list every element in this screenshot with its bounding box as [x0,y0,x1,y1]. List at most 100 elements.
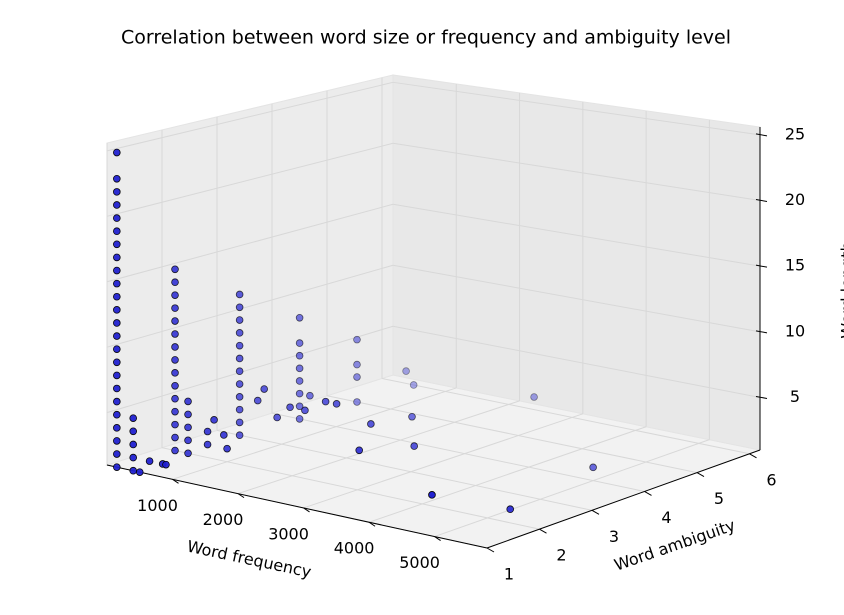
grid-line [106,203,394,283]
data-point [321,397,330,406]
z-tick [755,330,768,334]
x-tick-label: 4000 [334,539,375,558]
x-tick-label: 1000 [137,496,178,515]
data-point [171,291,179,299]
z-tick-label: 10 [785,321,805,340]
data-point [113,371,121,380]
data-point [409,381,418,389]
data-point [295,377,304,385]
data-point [235,380,244,388]
data-point [171,407,179,416]
data-point [184,449,192,458]
data-point [410,442,418,450]
y-tick [591,509,600,515]
data-point [273,413,281,422]
grid-line [106,264,394,348]
data-point [113,410,121,419]
data-point [295,339,304,347]
data-point [235,431,244,440]
data-point [355,446,364,455]
data-point [113,279,121,288]
data-point [171,381,179,390]
x-tick-label: 2000 [203,510,244,529]
data-point [113,424,121,432]
data-point [113,292,121,301]
data-point [306,391,314,400]
grid-line [326,395,698,474]
z-tick [755,395,768,399]
data-point [295,313,304,322]
data-point [113,266,121,275]
data-point [171,433,179,442]
data-point [235,316,244,324]
data-point [203,427,212,436]
data-point [113,463,121,471]
data-point [235,329,244,337]
data-point [295,389,304,398]
data-point [235,290,244,299]
data-point [171,278,179,287]
data-point [129,440,138,449]
grid-line [368,426,647,523]
y-tick-label: 3 [609,527,619,546]
data-point [353,373,361,381]
data-point [162,460,170,469]
y-tick [486,547,495,553]
data-point [113,201,121,209]
grid-line [106,325,394,414]
data-point [171,446,179,455]
data-point [353,398,361,406]
grid-line [172,387,457,480]
data-point [184,423,192,432]
points [113,148,597,514]
data-point [235,418,244,427]
grid-line [392,264,761,333]
x-tick-label: 5000 [399,553,440,572]
z-tick [755,199,768,203]
data-point [113,188,121,196]
data-point [129,427,138,436]
data-point [113,214,121,222]
grid-line [161,447,540,530]
y-tick-label: 1 [504,565,514,584]
grid [106,77,761,549]
data-point [402,367,410,375]
data-point [113,450,121,458]
data-point [145,457,154,465]
panes [105,74,762,549]
data-point [129,453,138,462]
data-point [295,415,304,423]
grid-line [106,142,394,217]
data-point [113,253,121,262]
grid-line [381,377,750,455]
z-tick-label: 25 [785,124,805,143]
data-point [184,410,192,419]
data-point [171,265,179,274]
x-axis-line [106,464,488,549]
data-point [135,468,144,476]
grid-line [303,413,583,509]
data-point [113,332,121,340]
data-point [286,403,294,412]
grid-line [271,412,645,492]
data-point [367,420,375,428]
x-tick-label: 3000 [268,524,309,543]
grid-line [392,203,761,267]
data-point [113,319,121,327]
data-point [129,466,138,475]
grid-line [392,81,761,136]
data-point [113,306,121,314]
data-point [171,330,179,338]
data-point [171,317,179,325]
data-point [408,412,416,421]
data-point [171,394,179,403]
axes: 1000 2000 3000 4000 5000 1 2 3 4 5 6 5 10 15 20 25 [106,124,805,584]
data-point [113,397,121,406]
y-tick [644,491,652,496]
y-tick-label: 6 [766,470,776,489]
data-point [235,341,244,350]
data-point [428,491,436,499]
grid-line [392,142,761,202]
data-point [530,393,538,401]
